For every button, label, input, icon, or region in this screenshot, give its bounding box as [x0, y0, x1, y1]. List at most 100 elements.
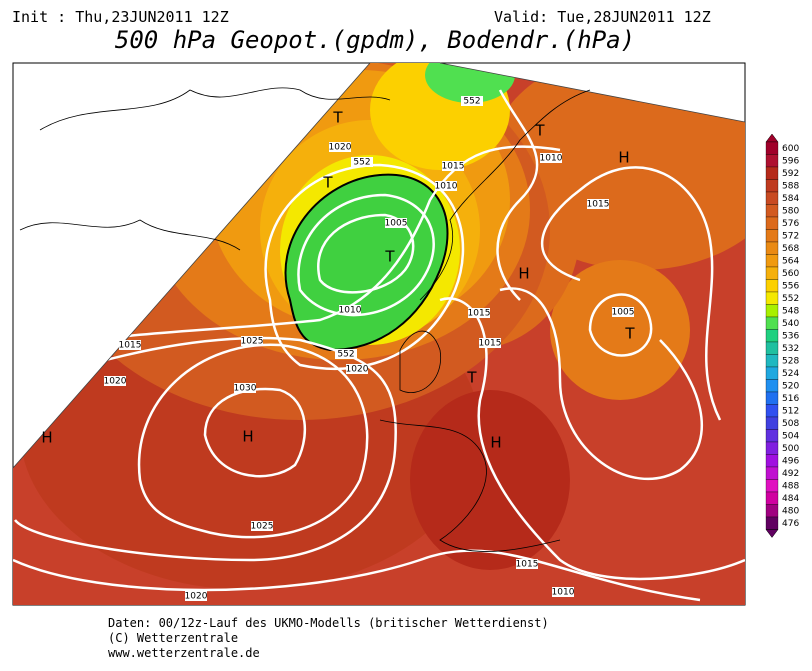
- colorbar-label: 600: [782, 144, 799, 154]
- contour-label: 1010: [339, 306, 362, 316]
- footer-line: www.wetterzentrale.de: [108, 646, 260, 660]
- coastlines: [19, 87, 591, 552]
- contour-label: 1015: [516, 560, 539, 570]
- contour-label-bg: [461, 96, 483, 106]
- colorbar-swatch: [765, 354, 779, 368]
- colorbar-label: 556: [782, 281, 799, 291]
- colorbar-swatch: [765, 241, 779, 255]
- contour-label: 1015: [468, 309, 491, 319]
- contour-label-bg: [351, 157, 373, 167]
- contour-label-bg: [234, 383, 256, 393]
- map-title: 500 hPa Geopot.(gpdm), Bodendr.(hPa): [115, 26, 635, 54]
- colorbar-swatch: [765, 366, 779, 380]
- contour-label-bg: [251, 521, 273, 531]
- contour-label-bg: [346, 364, 368, 374]
- colorbar-label: 492: [782, 469, 799, 479]
- colorbar-swatch: [765, 379, 779, 393]
- colorbar-label: 520: [782, 381, 799, 391]
- contour-label: 1005: [385, 219, 408, 229]
- pressure-center: T: [332, 109, 343, 127]
- colorbar-label: 576: [782, 219, 799, 229]
- colorbar-swatch: [765, 291, 779, 305]
- contour-label-bg: [385, 218, 407, 228]
- footer-line: Daten: 00/12z-Lauf des UKMO-Modells (bri…: [108, 616, 549, 630]
- contour-label-bg: [339, 305, 361, 315]
- colorbar-swatch: [765, 266, 779, 280]
- colorbar-label: 568: [782, 244, 799, 254]
- contour-label: 552: [463, 97, 480, 107]
- colorbar-swatch: [765, 341, 779, 355]
- colorbar-swatch: [765, 441, 779, 455]
- pressure-center: T: [322, 174, 333, 192]
- colorbar-swatch: [765, 141, 779, 155]
- pressure-center: H: [490, 434, 501, 452]
- colorbar-swatch: [765, 191, 779, 205]
- contour-label-bg: [552, 587, 574, 597]
- colorbar-label: 484: [782, 494, 799, 504]
- colorbar-label: 512: [782, 406, 799, 416]
- colorbar-label: 524: [782, 369, 799, 379]
- contour-label: 1015: [587, 200, 610, 210]
- colorbar-label: 508: [782, 419, 799, 429]
- pressure-center: H: [41, 429, 52, 447]
- contour-label: 1030: [234, 384, 257, 394]
- contour-label: 1020: [346, 365, 369, 375]
- colorbar-swatch: [765, 316, 779, 330]
- footer-line: (C) Wetterzentrale: [108, 631, 238, 645]
- pressure-center: T: [534, 122, 545, 140]
- contour-label-bg: [540, 153, 562, 163]
- contour-label-bg: [185, 591, 207, 601]
- colorbar-label: 596: [782, 156, 799, 166]
- colorbar-swatch: [765, 491, 779, 505]
- colorbar-swatch: [765, 504, 779, 518]
- colorbar-cap: [765, 529, 779, 538]
- colorbar-label: 584: [782, 194, 799, 204]
- contour-label: 1025: [241, 337, 264, 347]
- colorbar-swatch: [765, 454, 779, 468]
- colorbar-swatch: [765, 229, 779, 243]
- pressure-center: T: [624, 325, 635, 343]
- colorbar-swatch: [765, 466, 779, 480]
- colorbar-swatch: [765, 166, 779, 180]
- contour-label: 1015: [479, 339, 502, 349]
- contour-label-bg: [335, 349, 357, 359]
- colorbar-label: 480: [782, 506, 799, 516]
- colorbar-label: 504: [782, 431, 799, 441]
- colorbar-swatch: [765, 254, 779, 268]
- colorbar-swatch: [765, 416, 779, 430]
- contour-label: 552: [337, 350, 354, 360]
- pressure-center: H: [518, 265, 529, 283]
- colorbar-label: 552: [782, 294, 799, 304]
- colorbar-label: 536: [782, 331, 799, 341]
- contour-label-bg: [119, 340, 141, 350]
- contour-label: 1025: [251, 522, 274, 532]
- colorbar-swatch: [765, 391, 779, 405]
- colorbar-swatch: [765, 479, 779, 493]
- colorbar-swatch: [765, 179, 779, 193]
- contour-label: 1020: [185, 592, 208, 602]
- colorbar-label: 548: [782, 306, 799, 316]
- contour-label-bg: [479, 338, 501, 348]
- contour-label: 1010: [540, 154, 563, 164]
- contour-label-bg: [435, 181, 457, 191]
- contour-label: 1005: [612, 308, 635, 318]
- contour-label-bg: [329, 142, 351, 152]
- colorbar-swatch: [765, 204, 779, 218]
- valid-time: Valid: Tue,28JUN2011 12Z: [494, 8, 711, 26]
- colorbar-label: 564: [782, 256, 799, 266]
- pressure-center: T: [466, 369, 477, 387]
- domain-edge: [12, 62, 746, 469]
- colorbar-label: 588: [782, 181, 799, 191]
- colorbar-label: 560: [782, 269, 799, 279]
- colorbar-label: 488: [782, 481, 799, 491]
- colorbar-swatch: [765, 216, 779, 230]
- colorbar-label: 592: [782, 169, 799, 179]
- colorbar-label: 580: [782, 206, 799, 216]
- contour-label-bg: [587, 199, 609, 209]
- colorbar-label: 516: [782, 394, 799, 404]
- pressure-center: H: [242, 428, 253, 446]
- contour-label: 1015: [119, 341, 142, 351]
- colorbar-label: 476: [782, 519, 799, 529]
